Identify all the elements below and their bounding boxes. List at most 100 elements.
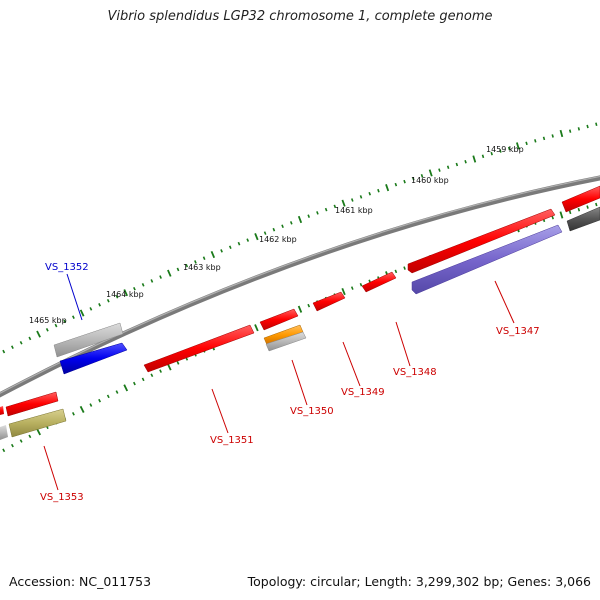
inner-tick xyxy=(297,305,303,313)
outer-tick xyxy=(499,149,502,153)
genome-backbone xyxy=(0,175,600,398)
inner-tick xyxy=(106,394,110,399)
tick-label-1461: 1461 kbp xyxy=(335,206,373,215)
inner-tick xyxy=(586,205,589,209)
gene-label-vs1353: VS_1353 xyxy=(40,492,84,503)
outer-tick xyxy=(359,195,363,199)
gene-red-far-right[interactable] xyxy=(561,185,600,213)
outer-tick xyxy=(289,221,293,225)
outer-tick xyxy=(106,298,110,303)
outer-tick xyxy=(54,323,58,328)
gene-vs1347-red[interactable] xyxy=(407,208,556,274)
inner-tick xyxy=(123,384,129,392)
inner-tick xyxy=(595,202,598,207)
gene-vs1348[interactable] xyxy=(361,271,397,293)
gene-vs1353-olive[interactable] xyxy=(8,408,67,438)
inner-tick xyxy=(577,207,581,212)
outer-tick xyxy=(316,211,319,215)
outer-tick xyxy=(341,199,346,207)
outer-tick xyxy=(194,260,197,264)
outer-tick xyxy=(412,176,415,181)
gene-vs1352-gray[interactable] xyxy=(53,322,124,358)
gene-label-vs1350: VS_1350 xyxy=(290,406,334,417)
inner-tick xyxy=(394,269,398,274)
outer-tick-track xyxy=(2,122,598,354)
gene-vs1350-gray[interactable] xyxy=(265,331,307,352)
inner-tick xyxy=(559,211,564,219)
outer-tick xyxy=(307,214,311,218)
inner-tick xyxy=(359,282,363,287)
outer-tick xyxy=(368,192,372,196)
outer-tick xyxy=(263,231,267,235)
inner-tick xyxy=(79,405,85,413)
tick-label-1459: 1459 kbp xyxy=(486,145,524,154)
outer-tick xyxy=(185,263,189,268)
outer-tick xyxy=(98,303,101,307)
inner-tick xyxy=(19,439,23,443)
inner-tick xyxy=(166,363,172,371)
gene-vs1347-purple[interactable] xyxy=(411,224,563,295)
outer-tick xyxy=(577,127,581,131)
outer-tick xyxy=(333,204,337,209)
outer-tick xyxy=(176,267,180,272)
label-leaders xyxy=(43,273,515,491)
gene-darkgray-right[interactable] xyxy=(566,206,600,232)
map-title: Vibrio splendidus LGP32 chromosome 1, co… xyxy=(107,9,493,24)
outer-tick xyxy=(246,238,250,242)
outer-tick xyxy=(89,307,93,311)
outer-tick xyxy=(420,174,424,178)
outer-tick xyxy=(455,162,459,167)
outer-tick xyxy=(28,336,32,341)
outer-tick xyxy=(551,134,554,138)
outer-tick xyxy=(385,184,390,192)
gene-label-vs1351: VS_1351 xyxy=(210,435,254,446)
outer-tick xyxy=(45,328,49,332)
outer-tick xyxy=(79,309,85,317)
accession-label: Accession: NC_011753 xyxy=(9,574,152,589)
outer-tick xyxy=(525,141,528,146)
gene-partial-left-red[interactable] xyxy=(0,406,4,415)
outer-tick xyxy=(36,330,41,338)
outer-tick xyxy=(72,315,75,319)
inner-tick xyxy=(133,381,136,386)
forward-strand-genes xyxy=(0,185,600,417)
gene-vs1352-blue[interactable] xyxy=(59,342,128,375)
tick-label-1464: 1464 kbp xyxy=(106,290,144,299)
reverse-strand-genes xyxy=(0,206,600,440)
outer-tick xyxy=(63,319,67,324)
outer-tick xyxy=(428,169,433,177)
gene-label-vs1348: VS_1348 xyxy=(393,367,437,378)
tick-label-1460: 1460 kbp xyxy=(411,176,449,185)
outer-tick xyxy=(516,142,520,150)
outer-tick xyxy=(2,349,6,354)
gene-vs1351[interactable] xyxy=(143,324,255,373)
outer-tick xyxy=(254,233,259,241)
outer-tick xyxy=(19,340,23,345)
gene-partial-left-gray[interactable] xyxy=(0,425,8,440)
inner-tick xyxy=(307,303,311,308)
outer-tick xyxy=(272,227,276,232)
gene-vs1353-red[interactable] xyxy=(5,391,59,417)
outer-tick xyxy=(123,289,128,297)
gene-vs1350-red[interactable] xyxy=(259,308,299,331)
outer-tick xyxy=(220,249,223,253)
outer-tick xyxy=(10,345,14,349)
gene-label-vs1349: VS_1349 xyxy=(341,387,385,398)
outer-tick xyxy=(481,154,485,159)
outer-tick xyxy=(202,256,206,260)
inner-tick xyxy=(10,443,14,448)
outer-tick xyxy=(324,207,328,212)
inner-tick xyxy=(568,210,572,215)
outer-tick xyxy=(586,124,589,129)
outer-tick xyxy=(464,159,467,164)
outer-tick xyxy=(210,250,216,259)
gene-vs1349[interactable] xyxy=(312,291,346,312)
outer-tick xyxy=(150,279,154,283)
inner-tick xyxy=(176,361,180,365)
outer-tick xyxy=(237,241,241,246)
outer-tick xyxy=(534,139,537,143)
outer-tick xyxy=(507,146,511,151)
outer-tick xyxy=(472,155,477,163)
outer-tick xyxy=(403,179,406,184)
